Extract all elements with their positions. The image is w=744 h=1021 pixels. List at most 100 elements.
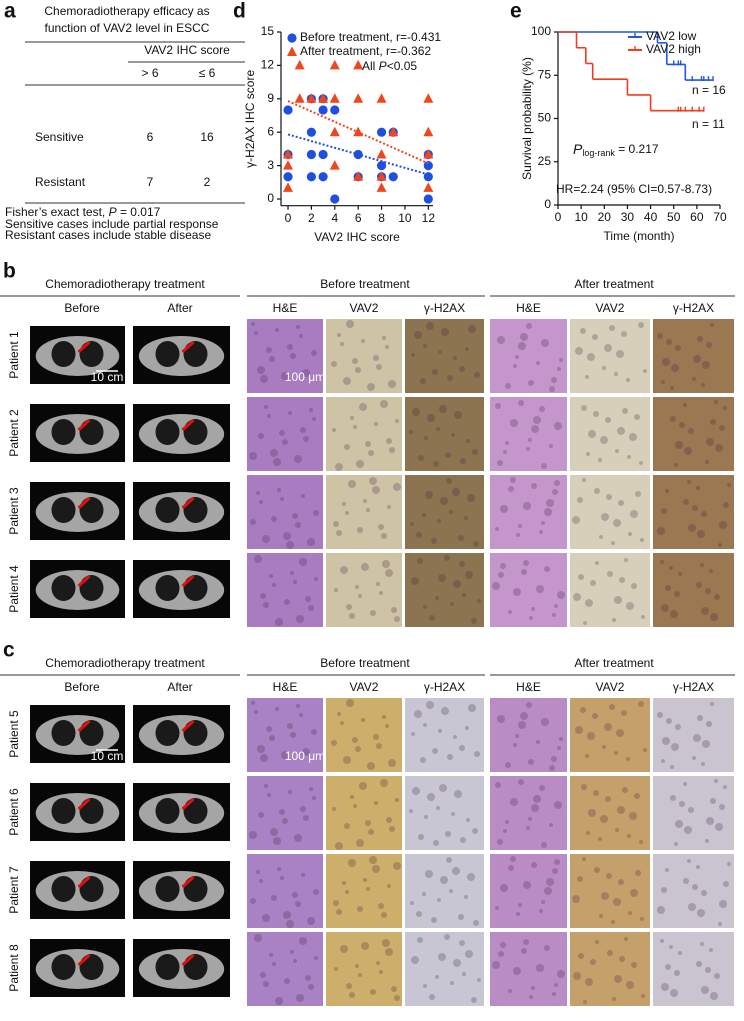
histology-texture	[449, 889, 453, 893]
histology-texture	[529, 995, 533, 999]
ct-body	[138, 715, 225, 755]
stain-header: H&E	[516, 680, 541, 694]
histology-image	[490, 776, 567, 850]
histology-texture	[628, 911, 632, 915]
histology-texture	[332, 428, 336, 432]
histology-texture	[665, 868, 669, 872]
patient-label: Patient 1	[7, 331, 21, 379]
legend-marker	[287, 33, 297, 43]
stain-header: H&E	[273, 301, 298, 315]
histology-texture	[369, 477, 377, 485]
ct-arrow	[77, 340, 91, 354]
histology-texture	[515, 734, 519, 738]
histology-texture	[357, 906, 363, 912]
data-point	[330, 105, 340, 115]
histology-texture	[473, 541, 479, 547]
histology-texture	[616, 729, 624, 737]
histology-texture	[429, 994, 435, 1000]
histology-texture	[335, 842, 343, 850]
histology-texture	[431, 917, 437, 923]
data-point	[306, 149, 316, 160]
histology-texture	[386, 817, 392, 823]
histology-texture	[638, 701, 644, 707]
ct-body	[138, 949, 225, 989]
y-tick-label: 0	[267, 191, 274, 205]
histology-texture	[283, 532, 291, 540]
histology-texture	[505, 383, 511, 389]
histology-texture	[288, 790, 292, 794]
histology-texture	[260, 593, 266, 599]
histology-texture	[714, 779, 718, 783]
histology-texture	[692, 884, 698, 890]
histology-texture	[309, 408, 313, 412]
histology-texture	[447, 754, 453, 760]
ct-lung	[79, 720, 104, 746]
histology-texture	[374, 801, 378, 805]
data-point	[283, 172, 293, 182]
histology-texture	[510, 856, 516, 862]
ct-lung	[155, 497, 180, 523]
histology-image	[326, 854, 402, 928]
histology-image	[326, 553, 402, 627]
histology-texture	[549, 444, 553, 448]
ct-lung	[79, 575, 104, 601]
histology-texture	[465, 950, 473, 958]
histology-texture	[674, 842, 678, 846]
histology-texture	[340, 342, 344, 346]
histology-texture	[314, 956, 318, 960]
histology-texture	[343, 756, 351, 764]
histology-texture	[626, 602, 634, 610]
histology-texture	[251, 701, 255, 705]
data-point	[318, 93, 329, 103]
data-point	[283, 160, 294, 170]
histology-image	[570, 553, 650, 627]
stain-header: VAV2	[350, 301, 379, 315]
histology-texture	[263, 981, 269, 987]
ct-arrow	[77, 875, 91, 889]
histology-texture	[607, 571, 613, 577]
ct-lung	[183, 341, 208, 367]
group-header: VAV2 IHC score	[144, 43, 230, 57]
histology-texture	[277, 867, 281, 871]
histology-texture	[269, 356, 275, 362]
histology-texture	[590, 580, 596, 586]
histology-texture	[279, 809, 285, 815]
histology-texture	[416, 911, 422, 917]
ct-lung	[51, 954, 76, 980]
histology-texture	[366, 508, 370, 512]
histology-texture	[296, 325, 300, 329]
histology-image	[405, 319, 484, 393]
column-header: > 6	[141, 66, 158, 80]
histology-texture	[528, 759, 534, 765]
histology-texture	[444, 934, 450, 940]
histology-texture	[308, 984, 314, 990]
histology-image	[326, 776, 402, 850]
histology-image	[326, 932, 402, 1006]
histology-texture	[368, 450, 374, 456]
histology-texture	[302, 748, 310, 756]
histology-texture	[581, 405, 587, 411]
histology-texture	[474, 372, 480, 378]
histology-texture	[674, 591, 680, 597]
ct-arrow	[77, 797, 91, 811]
stain-header: γ-H2AX	[424, 680, 465, 694]
histology-texture	[585, 754, 589, 758]
histology-texture	[345, 890, 349, 894]
data-point	[423, 161, 433, 171]
histology-texture	[627, 455, 631, 459]
histology-texture	[275, 997, 283, 1005]
histology-texture	[460, 837, 466, 843]
histology-texture	[352, 737, 358, 743]
histology-texture	[508, 865, 514, 871]
histology-texture	[256, 491, 260, 495]
histology-texture	[361, 339, 365, 343]
footnote-part: = 0.017	[117, 205, 161, 219]
histology-texture	[356, 460, 364, 468]
histology-texture	[332, 807, 336, 811]
histology-texture	[536, 585, 544, 593]
histology-texture	[583, 621, 587, 625]
histology-texture	[340, 566, 348, 574]
histology-texture	[280, 497, 284, 501]
histology-texture	[254, 710, 258, 714]
histology-texture	[549, 386, 555, 392]
